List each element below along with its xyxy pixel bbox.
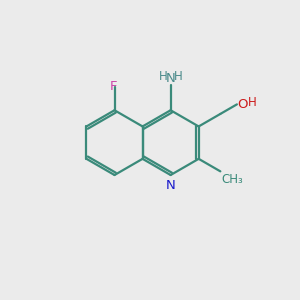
Text: N: N bbox=[166, 72, 176, 85]
Text: CH₃: CH₃ bbox=[222, 173, 244, 186]
Text: H: H bbox=[174, 70, 182, 83]
Text: O: O bbox=[238, 98, 248, 111]
Text: H: H bbox=[159, 70, 168, 83]
Text: H: H bbox=[248, 96, 257, 110]
Text: N: N bbox=[166, 178, 176, 192]
Text: F: F bbox=[109, 80, 117, 93]
